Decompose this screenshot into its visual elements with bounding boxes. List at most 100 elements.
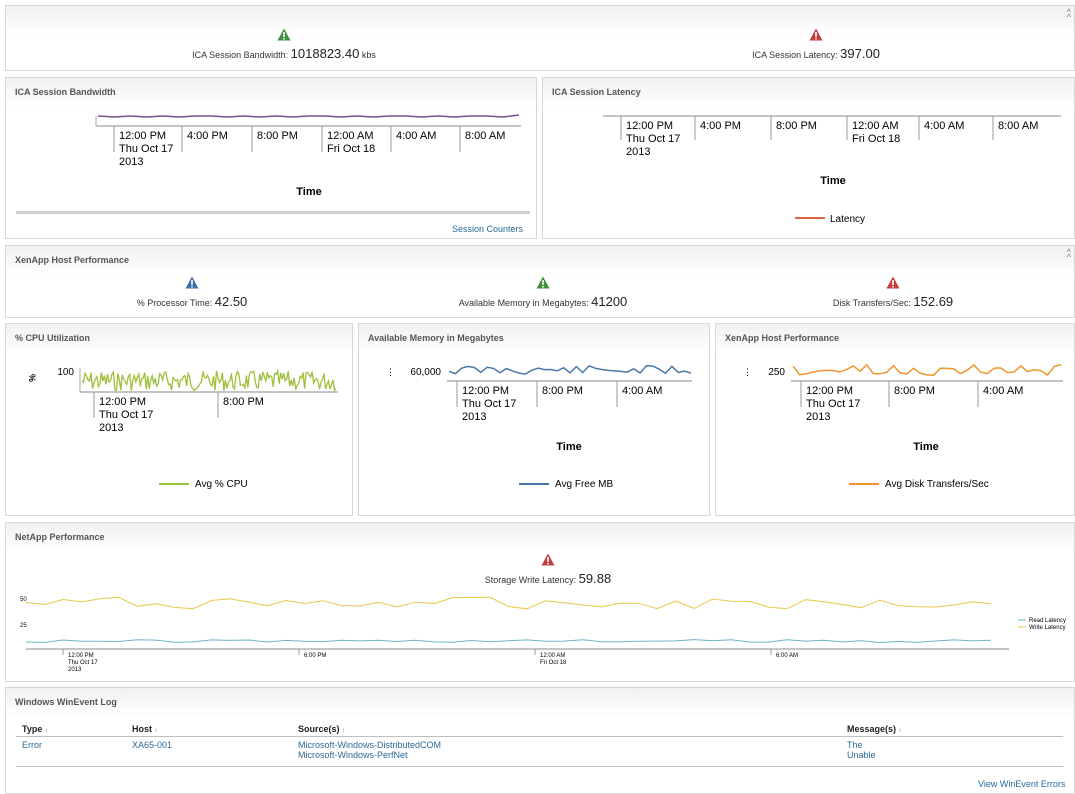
panel-title: XenApp Host Performance [15, 255, 130, 265]
disk-value: 152.69 [913, 294, 954, 309]
message-link[interactable]: The [847, 740, 863, 750]
y-axis-dots: ⋮ [386, 367, 395, 377]
x-axis-label: Time [556, 441, 581, 453]
collapse-icon[interactable]: ^ ^ [1066, 7, 1071, 22]
event-type-cell[interactable]: Error [16, 736, 126, 767]
x-tick-label: Fri Oct 18 [327, 143, 375, 155]
ica-summary-panel: ^ ^ ICA Session Bandwidth: 1018823.40 kbs… [5, 5, 1075, 71]
source-link[interactable]: Microsoft-Windows-PerfNet [298, 750, 408, 760]
y-axis-label: % [27, 374, 37, 382]
x-tick-label: 8:00 PM [776, 120, 817, 132]
x-tick-label: 4:00 PM [187, 130, 228, 142]
column-header-messages[interactable]: Message(s) ↕ [841, 722, 1063, 737]
alert-red-icon [809, 28, 823, 41]
event-sources-cell: Microsoft-Windows-DistributedCOM Microso… [292, 736, 841, 767]
legend-label: Write Latency [1029, 625, 1066, 631]
panel-title: NetApp Performance [15, 532, 105, 542]
xenapp-summary-panel: XenApp Host Performance ^ ^ % Processor T… [5, 245, 1075, 318]
x-tick-label: 6:00 AM [776, 653, 798, 659]
winevent-table: Type ↕ Host ↕ Source(s) ↕ Message(s) ↕ E… [16, 722, 1063, 767]
x-axis-label: Time [913, 441, 938, 453]
source-link[interactable]: Microsoft-Windows-DistributedCOM [298, 740, 442, 750]
event-host-cell[interactable]: XA65-001 [126, 736, 292, 767]
x-tick-label: Fri Oct 18 [852, 133, 900, 145]
y-tick-label: 50 [20, 597, 27, 603]
column-header-type[interactable]: Type ↕ [16, 722, 126, 737]
memory-kpi: Available Memory in Megabytes: 41200 [423, 276, 663, 309]
message-link[interactable]: Unable [847, 750, 876, 760]
x-tick-label: 12:00 PM [806, 385, 853, 397]
x-tick-label: 8:00 AM [465, 130, 505, 142]
x-tick-label: Thu Oct 17 [99, 409, 153, 421]
panel-title: ICA Session Bandwidth [15, 87, 116, 97]
panel-title: Available Memory in Megabytes [368, 333, 504, 343]
x-tick-label: 4:00 PM [700, 120, 741, 132]
x-tick-label: 12:00 PM [119, 130, 166, 142]
x-tick-label: 4:00 AM [622, 385, 662, 397]
x-tick-label: 2013 [68, 667, 82, 673]
x-tick-label: 12:00 AM [540, 653, 565, 659]
legend-label: Read Latency [1029, 618, 1066, 624]
x-tick-label: 8:00 PM [542, 385, 583, 397]
write-latency-line [25, 596, 992, 610]
x-tick-label: 2013 [119, 156, 143, 168]
x-tick-label: 8:00 PM [257, 130, 298, 142]
alert-red-icon [886, 276, 900, 289]
alert-blue-icon [185, 276, 199, 289]
x-tick-label: Thu Oct 17 [806, 398, 860, 410]
ica-latency-kpi: ICA Session Latency: 397.00 [716, 28, 916, 61]
disk-chart-panel: XenApp Host Performance ⋮ 250 12:00 PM Th… [715, 323, 1075, 516]
x-tick-label: 6:00 PM [304, 653, 326, 659]
netapp-panel: NetApp Performance Storage Write Latency… [5, 522, 1075, 682]
alert-red-icon [541, 553, 555, 566]
legend-label: Avg Disk Transfers/Sec [885, 479, 989, 490]
x-tick-label: 12:00 PM [462, 385, 509, 397]
x-tick-label: 12:00 AM [327, 130, 373, 142]
scrollbar[interactable] [16, 211, 530, 214]
x-tick-label: Thu Oct 17 [119, 143, 173, 155]
column-header-sources[interactable]: Source(s) ↕ [292, 722, 841, 737]
memory-chart-panel: Available Memory in Megabytes ⋮ 60,000 1… [358, 323, 710, 516]
event-messages-cell: The Unable [841, 736, 1063, 767]
storage-latency-value: 59.88 [578, 571, 612, 586]
cpu-kpi: % Processor Time: 42.50 [92, 276, 292, 309]
y-tick-label: 100 [57, 367, 74, 378]
ica-bandwidth-panel: ICA Session Bandwidth 12:00 PM Thu Oct 17… [5, 77, 537, 239]
ica-bandwidth-value: 1018823.40 [290, 46, 360, 61]
ica-bandwidth-label: ICA Session Bandwidth: [192, 50, 289, 60]
ica-bandwidth-kpi: ICA Session Bandwidth: 1018823.40 kbs [184, 28, 384, 61]
y-tick-label: 25 [20, 623, 27, 629]
legend-label: Avg % CPU [195, 479, 248, 490]
x-tick-label: Fri Oct 18 [540, 660, 567, 666]
ica-latency-value: 397.00 [840, 46, 880, 61]
disk-kpi: Disk Transfers/Sec: 152.69 [793, 276, 993, 309]
x-tick-label: 12:00 PM [99, 396, 146, 408]
view-winevent-errors-link[interactable]: View WinEvent Errors [978, 779, 1066, 789]
x-tick-label: 4:00 AM [396, 130, 436, 142]
session-counters-link[interactable]: Session Counters [452, 224, 524, 234]
alert-green-icon [277, 28, 291, 41]
collapse-icon[interactable]: ^ ^ [1066, 247, 1071, 262]
x-tick-label: 2013 [99, 422, 123, 434]
cpu-chart-panel: % CPU Utilization % 100 12:00 PM Thu Oct … [5, 323, 353, 516]
x-tick-label: Thu Oct 17 [626, 133, 680, 145]
ica-latency-panel: ICA Session Latency 12:00 PM Thu Oct 17 20… [542, 77, 1075, 239]
column-header-host[interactable]: Host ↕ [126, 722, 292, 737]
x-tick-label: 12:00 AM [852, 120, 898, 132]
read-latency-line [25, 639, 992, 644]
alert-green-icon [536, 276, 550, 289]
legend-label: Latency [830, 214, 865, 225]
x-tick-label: 8:00 AM [998, 120, 1038, 132]
legend-label: Avg Free MB [555, 479, 613, 490]
table-header-row: Type ↕ Host ↕ Source(s) ↕ Message(s) ↕ [16, 722, 1063, 737]
x-tick-label: 2013 [462, 411, 486, 423]
table-row: Error XA65-001 Microsoft-Windows-Distrib… [16, 736, 1063, 767]
ica-latency-label: ICA Session Latency: [752, 50, 838, 60]
x-tick-label: 2013 [806, 411, 830, 423]
cpu-value: 42.50 [214, 294, 248, 309]
panel-title: XenApp Host Performance [725, 333, 840, 343]
